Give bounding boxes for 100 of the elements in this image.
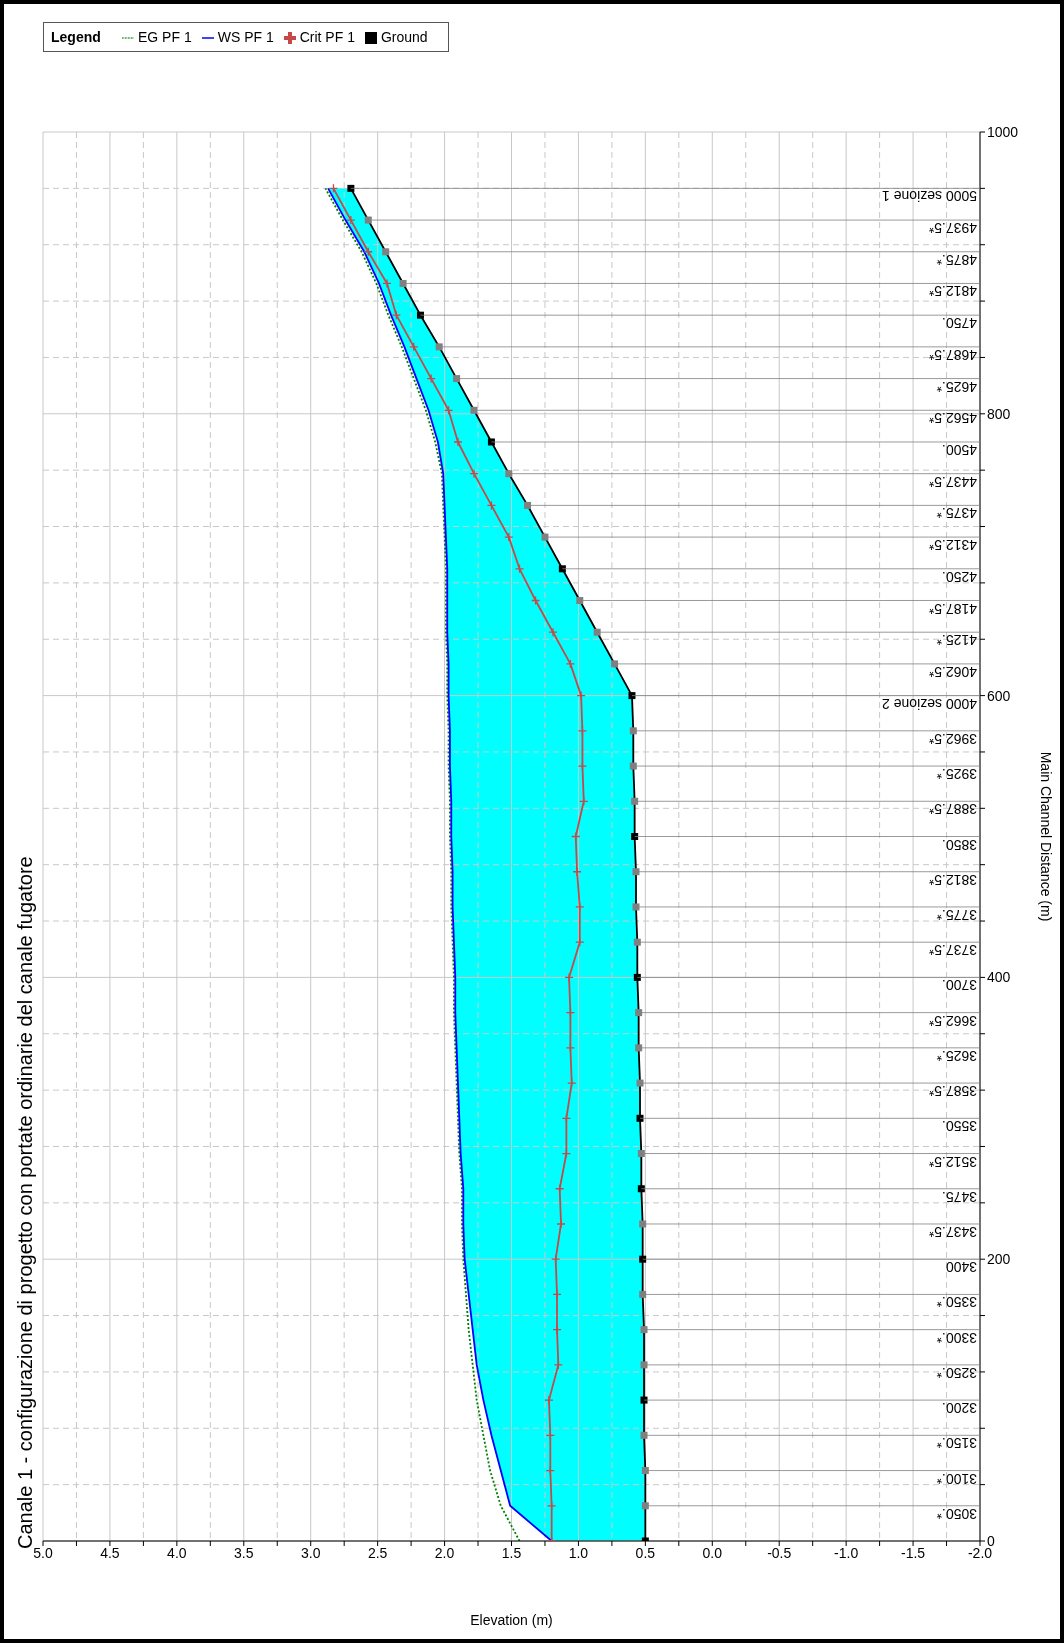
legend-title: Legend: [51, 29, 101, 45]
point: [558, 565, 566, 573]
x-tick-label: 2.5: [367, 1544, 388, 1561]
annotation: 4125.*: [935, 632, 977, 649]
legend-label: EG PF 1: [138, 29, 192, 45]
x-tick-label: 3.5: [234, 1544, 254, 1561]
annotation: 3200.: [941, 1400, 977, 1417]
point: [637, 1185, 645, 1193]
point: [504, 532, 514, 542]
point: [572, 867, 582, 877]
x-axis-title: Elevation (m): [470, 1612, 553, 1628]
point: [577, 761, 588, 771]
x-tick-label: 1.0: [568, 1544, 589, 1561]
point: [469, 469, 479, 479]
point: [593, 628, 601, 636]
point: [544, 1395, 554, 1405]
point: [399, 279, 407, 287]
point: [641, 1502, 649, 1510]
point: [576, 690, 586, 701]
x-tick-label: 5.0: [33, 1544, 53, 1561]
point: [382, 248, 390, 256]
annotation: 4875.*: [935, 251, 977, 268]
point: [470, 406, 478, 414]
y-tick-label: 200: [987, 1251, 1011, 1268]
point: [416, 311, 424, 319]
x-tick-label: 4.5: [100, 1544, 120, 1561]
x-tick-label: -1.0: [834, 1544, 859, 1561]
x-tick-label: 2.0: [434, 1544, 455, 1561]
point: [632, 868, 640, 876]
x-tick-label: -1.5: [901, 1544, 926, 1561]
point: [567, 1078, 577, 1088]
annotation: 3887.5*: [928, 801, 977, 818]
point: [635, 1009, 643, 1017]
annotation: 4625.*: [935, 378, 977, 395]
legend-label: Ground: [380, 29, 428, 45]
point: [629, 727, 637, 735]
annotation: 3250.*: [935, 1364, 977, 1381]
annotation: 5000 sezione 1: [881, 188, 977, 205]
point: [636, 1114, 644, 1122]
annotation: 4500.: [941, 441, 977, 458]
annotation: 4250.: [941, 568, 977, 585]
point: [346, 215, 356, 225]
annotation: 3850.: [941, 836, 977, 853]
point: [552, 1289, 562, 1300]
annotation: 3050.*: [935, 1505, 977, 1522]
annotation: 4000 sezione 2: [881, 695, 977, 712]
point: [382, 278, 392, 289]
annotation: 3350.*: [935, 1294, 977, 1311]
point: [548, 627, 558, 637]
x-tick-label: 1.5: [501, 1544, 522, 1561]
point: [637, 1150, 645, 1158]
annotation: 4562.5*: [928, 410, 977, 427]
point: [640, 1431, 648, 1439]
annotation: 3587.5*: [928, 1083, 977, 1100]
annotation: 3300.*: [935, 1329, 977, 1346]
point: [553, 1360, 563, 1370]
y-tick-label: 1000: [987, 123, 1019, 140]
point: [347, 184, 355, 192]
annotation: 3700.: [941, 977, 977, 994]
point: [565, 1043, 576, 1053]
annotation: 4437.5*: [928, 473, 977, 490]
annotation: 3550.: [941, 1118, 977, 1135]
y-tick-label: 800: [987, 405, 1011, 422]
y-axis-title: Main Channel Distance (m): [1038, 751, 1055, 922]
annotation: 3512.5*: [928, 1153, 977, 1170]
point: [565, 659, 576, 669]
point: [633, 938, 641, 946]
annotation: 4375.*: [935, 505, 977, 522]
annotation: 3925.*: [935, 766, 977, 783]
x-tick-label: 0.0: [702, 1544, 723, 1561]
annotation: 3775.*: [935, 906, 977, 923]
x-tick-label: 3.0: [300, 1544, 321, 1561]
annotation: 3662.5*: [928, 1012, 977, 1029]
text: Canale 1 - configurazione di progetto con portate ordinarie del canale fugatore: [14, 856, 36, 1549]
point: [552, 1325, 562, 1335]
annotation: 4312.5*: [928, 537, 977, 554]
annotation: 3400: [945, 1259, 977, 1276]
annotation: 4937.5*: [928, 220, 977, 237]
annotation: 3962.5*: [928, 730, 977, 747]
point: [631, 797, 639, 805]
annotation: 3812.5*: [928, 871, 977, 888]
point: [505, 470, 513, 478]
point: [453, 437, 463, 447]
legend-label: WS PF 1: [217, 29, 274, 45]
annotation: 3625.*: [935, 1047, 977, 1064]
point: [453, 375, 461, 383]
point: [639, 1290, 647, 1298]
point: [631, 833, 639, 840]
legend-label: Crit PF 1: [299, 29, 355, 45]
point: [564, 972, 574, 983]
y-tick-label: 0: [987, 1532, 995, 1549]
annotation: 3437.5*: [928, 1223, 977, 1240]
annotation: 3475.: [941, 1188, 977, 1205]
point: [640, 1326, 648, 1334]
line-series: [324, 187, 521, 1541]
point: [575, 902, 585, 912]
annotation: 4750.: [941, 315, 977, 332]
x-tick-label: 4.0: [167, 1544, 187, 1561]
annotation: 4062.5*: [928, 663, 977, 680]
point: [556, 1219, 566, 1229]
